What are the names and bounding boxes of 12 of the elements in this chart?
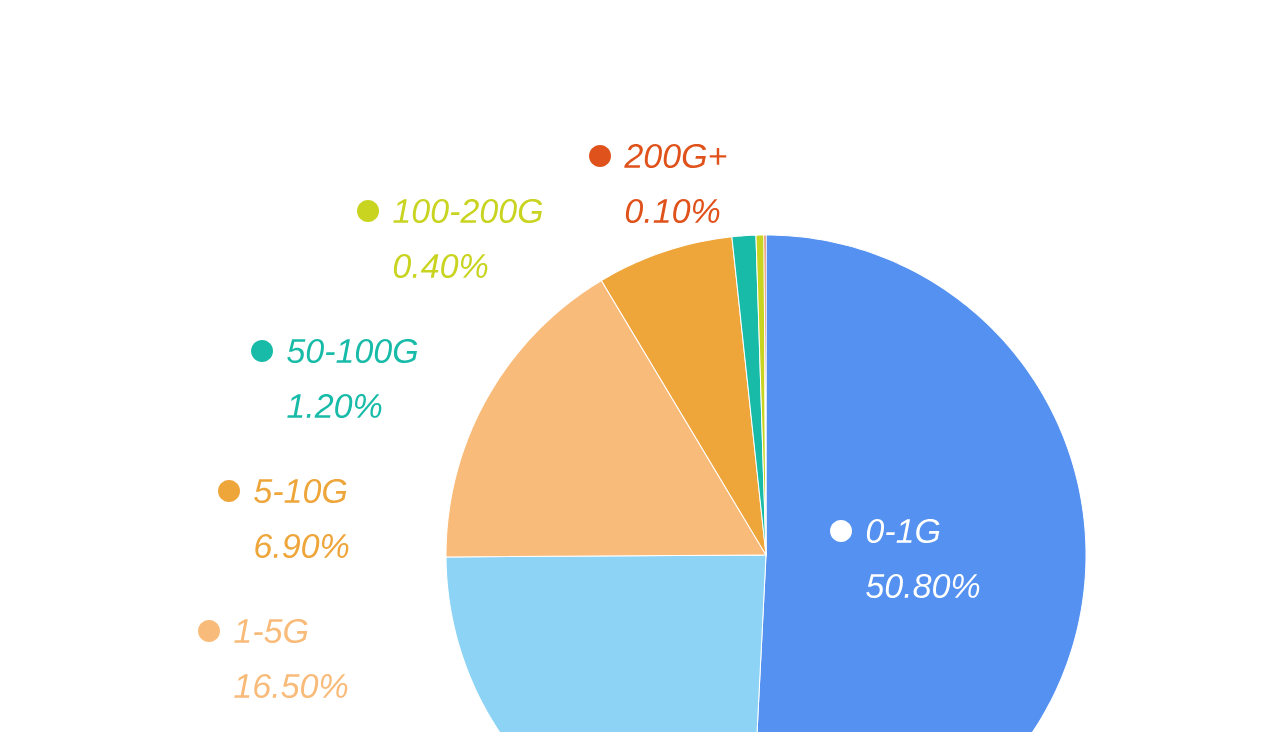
legend-label: 1-5G bbox=[234, 618, 308, 644]
data-label: 6.90% bbox=[255, 533, 349, 559]
legend-label: 100-200G bbox=[393, 198, 543, 224]
legend-label: 5-10G bbox=[254, 478, 347, 504]
legend-label: 50-100G bbox=[287, 338, 418, 364]
data-label: 0.40% bbox=[393, 253, 488, 279]
data-label: 1.20% bbox=[287, 393, 382, 419]
legend-label: 200G+ bbox=[624, 143, 727, 169]
data-label: 0.10% bbox=[625, 198, 720, 224]
slice-label: 0-1G bbox=[866, 518, 940, 544]
data-label: 16.50% bbox=[234, 673, 348, 699]
data-label: 50.80% bbox=[866, 573, 980, 599]
